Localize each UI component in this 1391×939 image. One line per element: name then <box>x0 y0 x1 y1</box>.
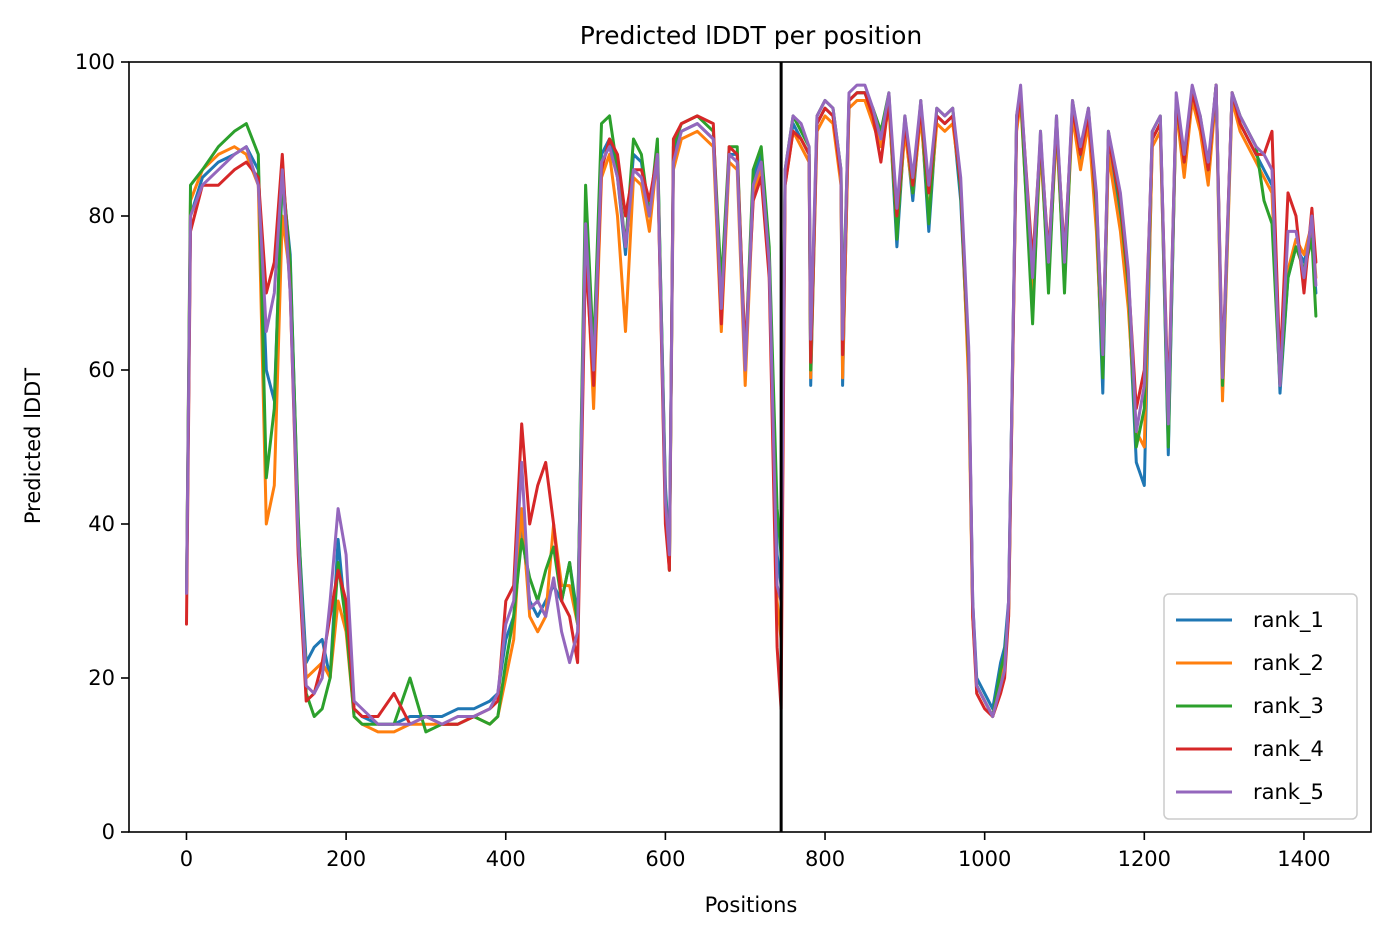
y-axis-label: Predicted lDDT <box>21 368 45 524</box>
y-tick-label: 100 <box>75 50 115 74</box>
y-tick-label: 20 <box>88 666 115 690</box>
x-tick-label: 1000 <box>958 847 1011 871</box>
x-tick-label: 600 <box>645 847 685 871</box>
legend-label-rank_1: rank_1 <box>1253 608 1324 633</box>
x-tick-label: 400 <box>486 847 526 871</box>
legend-label-rank_3: rank_3 <box>1253 694 1324 719</box>
y-tick-label: 80 <box>88 204 115 228</box>
plot-frame <box>128 61 1372 833</box>
x-axis-ticks: 0 200 400 600 800 1000 1200 1400 <box>180 832 1331 871</box>
series-lines <box>185 83 1318 734</box>
legend-label-rank_4: rank_4 <box>1253 737 1324 762</box>
x-tick-label: 1200 <box>1118 847 1171 871</box>
y-axis-ticks: 0 20 40 60 80 100 <box>75 50 129 844</box>
y-tick-label: 0 <box>102 820 115 844</box>
x-tick-label: 1400 <box>1277 847 1330 871</box>
legend: rank_1 rank_2 rank_3 rank_4 rank_5 <box>1163 593 1358 820</box>
legend-label-rank_2: rank_2 <box>1253 651 1324 676</box>
plot-area <box>128 61 1372 833</box>
y-tick-label: 40 <box>88 512 115 536</box>
series-line-rank_5 <box>185 83 1318 726</box>
legend-label-rank_5: rank_5 <box>1253 780 1324 805</box>
x-tick-label: 800 <box>805 847 845 871</box>
legend-box <box>1163 593 1358 820</box>
y-tick-label: 60 <box>88 358 115 382</box>
x-axis-label: Positions <box>705 893 798 917</box>
x-tick-label: 200 <box>326 847 366 871</box>
x-tick-label: 0 <box>180 847 193 871</box>
chart-title: Predicted lDDT per position <box>580 21 922 50</box>
